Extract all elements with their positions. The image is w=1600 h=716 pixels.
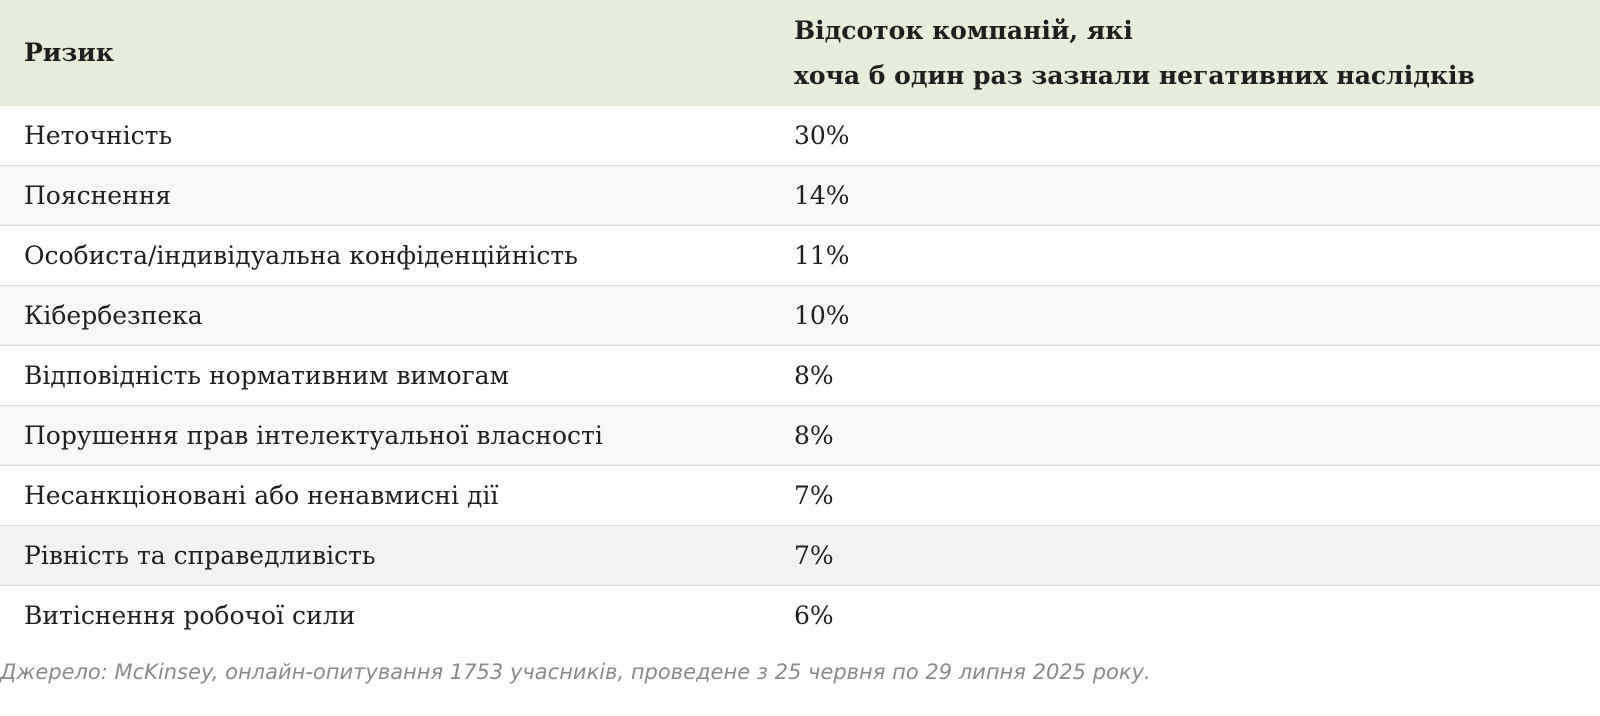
risk-cell: Порушення прав інтелектуальної власності [0, 405, 770, 466]
table-row: Відповідність нормативним вимогам 8% [0, 345, 1600, 406]
percent-cell: 6% [794, 601, 834, 630]
risk-cell: Особиста/індивідуальна конфіденційність [0, 225, 770, 286]
risk-cell: Несанкціоновані або ненавмисні дії [0, 465, 770, 526]
table-row: Витіснення робочої сили 6% [0, 586, 1600, 646]
risk-cell: Витіснення робочої сили [24, 601, 356, 630]
header-percent-line1: Відсоток компаній, які [794, 15, 1133, 45]
header-row: Ризик Відсоток компаній, які хоча б один… [0, 0, 1600, 106]
header-percent: Відсоток компаній, які хоча б один раз з… [770, 0, 1600, 106]
table-row: Пояснення 14% [0, 165, 1600, 226]
percent-cell: 8% [770, 405, 1600, 466]
header-percent-line2: хоча б один раз зазнали негативних наслі… [794, 60, 1475, 90]
percent-cell: 8% [770, 345, 1600, 406]
table-header: Ризик Відсоток компаній, які хоча б один… [0, 0, 1600, 106]
percent-cell: 14% [770, 165, 1600, 226]
percent-cell: 7% [770, 465, 1600, 526]
table-row: Неточність 30% [0, 105, 1600, 166]
table-row: Несанкціоновані або ненавмисні дії 7% [0, 465, 1600, 526]
percent-cell: 30% [770, 105, 1600, 166]
table-body: Неточність 30% Пояснення 14% Особиста/ін… [0, 105, 1600, 646]
risk-cell: Рівність та справедливість [0, 525, 770, 586]
percent-cell: 10% [770, 285, 1600, 346]
table-row: Кібербезпека 10% [0, 285, 1600, 346]
header-risk: Ризик [0, 0, 770, 106]
risk-cell: Пояснення [0, 165, 770, 226]
risk-table: Ризик Відсоток компаній, які хоча б один… [0, 0, 1600, 646]
percent-cell: 11% [770, 225, 1600, 286]
table-row: Порушення прав інтелектуальної власності… [0, 405, 1600, 466]
percent-cell: 7% [770, 525, 1600, 586]
risk-cell: Неточність [0, 105, 770, 166]
table-row: Рівність та справедливість 7% [0, 525, 1600, 586]
source-note: Джерело: McKinsey, онлайн-опитування 175… [0, 660, 1151, 684]
risk-cell: Відповідність нормативним вимогам [0, 345, 770, 406]
risk-cell: Кібербезпека [0, 285, 770, 346]
table-row: Особиста/індивідуальна конфіденційність … [0, 225, 1600, 286]
